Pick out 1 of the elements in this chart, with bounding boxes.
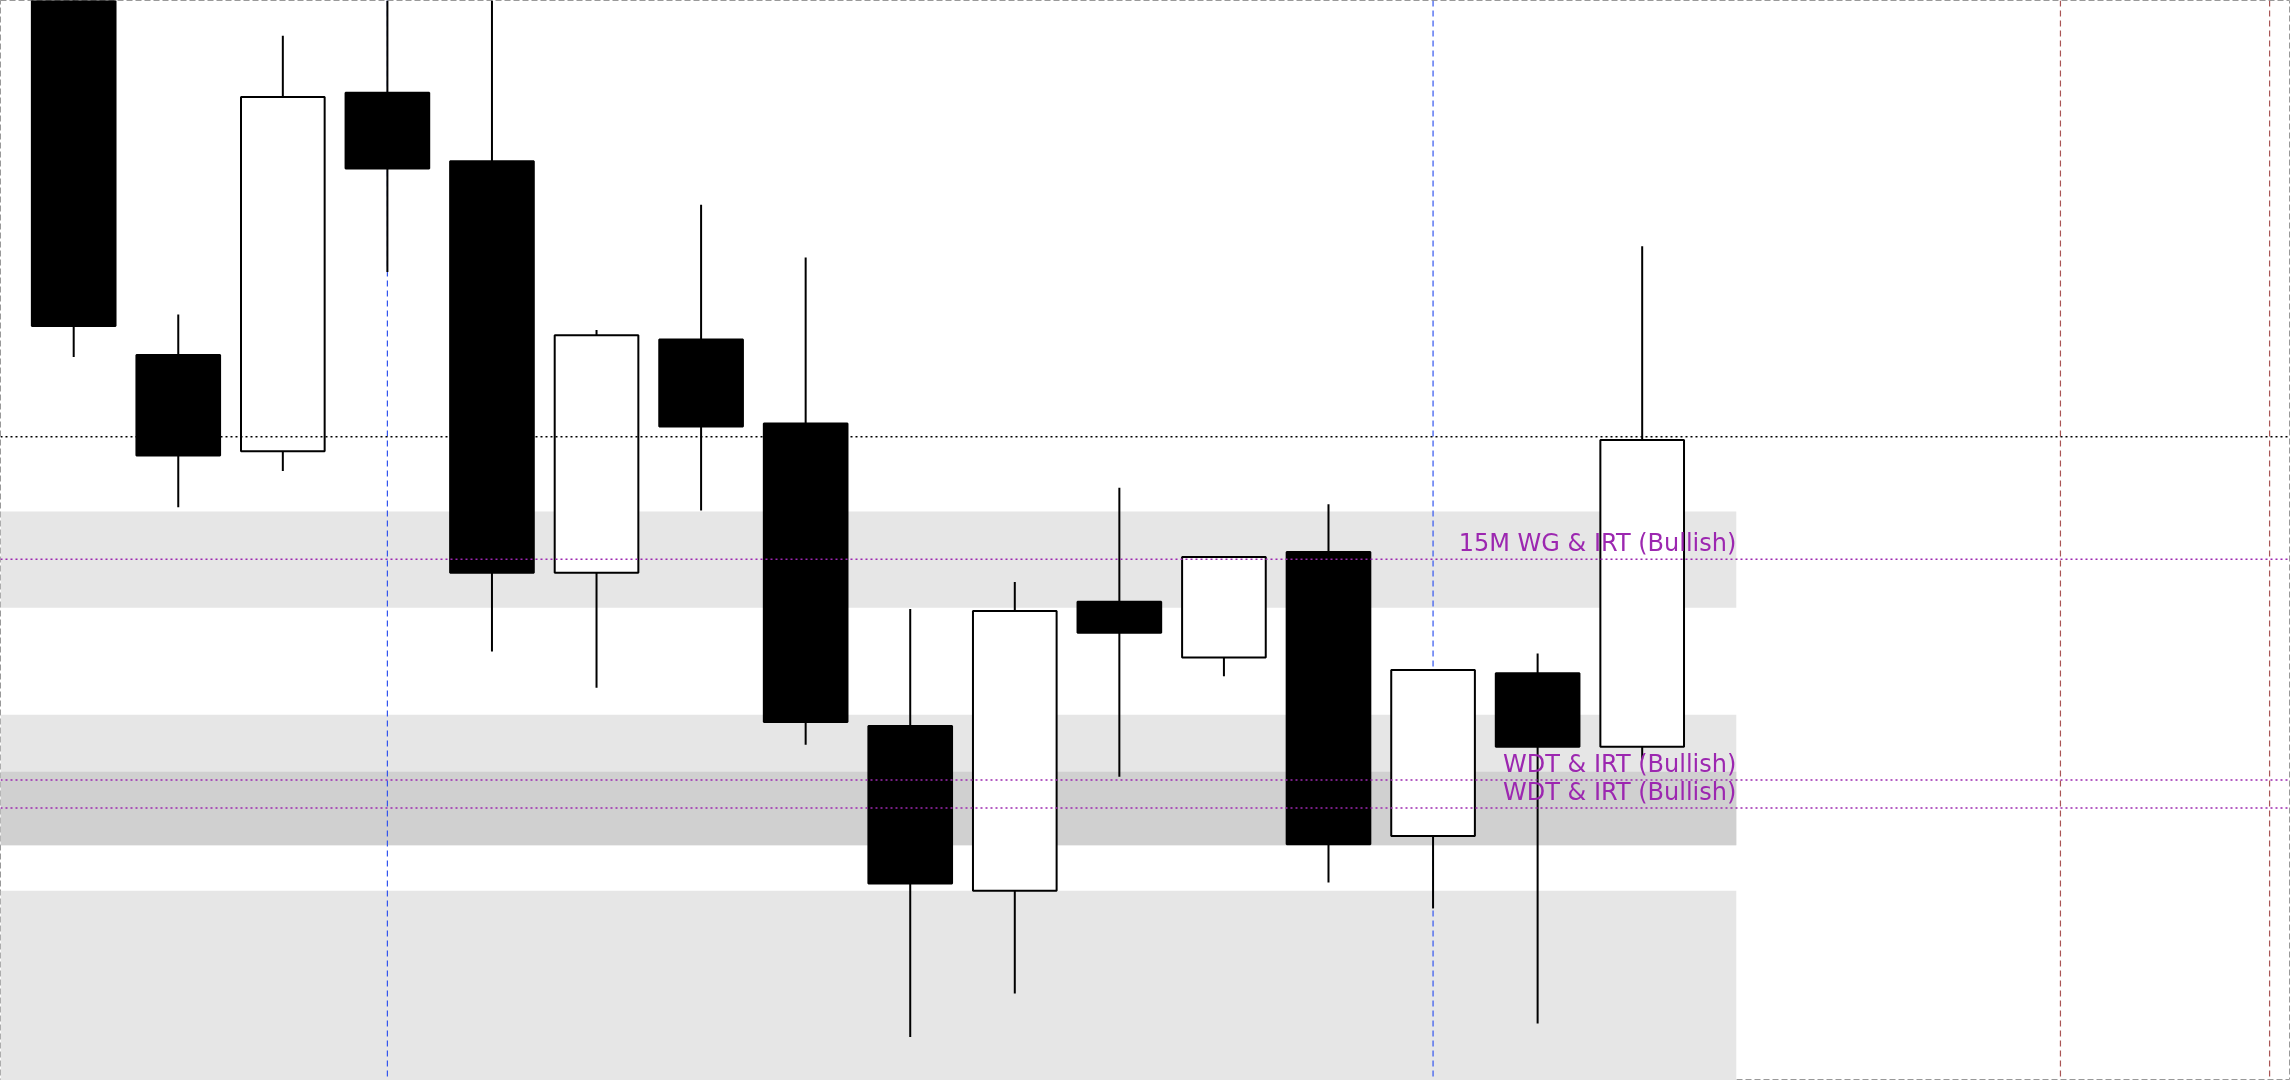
candlestick bbox=[1076, 486, 1163, 778]
